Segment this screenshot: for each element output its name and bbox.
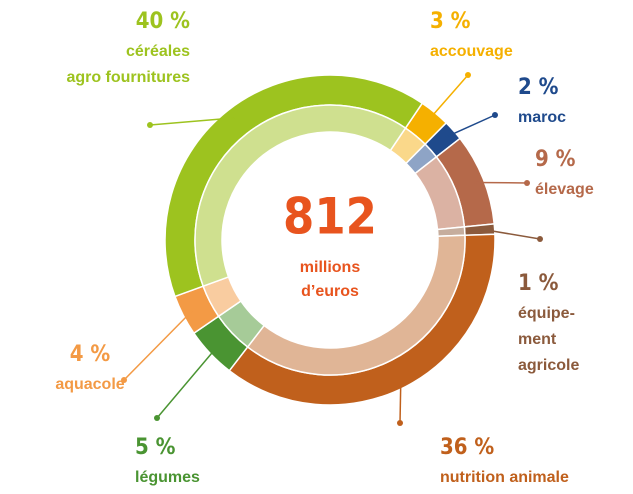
center-text: d’euros — [301, 283, 359, 300]
category-label: nutrition animale — [440, 469, 569, 486]
leader-dot — [524, 180, 530, 186]
leader-dot — [147, 122, 153, 128]
leader-line — [123, 310, 193, 381]
value-label: 36 % — [440, 435, 494, 460]
category-label: équipe- — [518, 305, 575, 322]
leader-line — [156, 346, 218, 419]
donut-inner-segment — [194, 104, 407, 288]
value-label: 1 % — [518, 271, 559, 296]
center-value: 812 — [283, 188, 377, 246]
value-label: 5 % — [135, 435, 176, 460]
category-label: aquacole — [55, 376, 124, 393]
leader-line — [399, 377, 402, 424]
leader-line — [473, 181, 528, 184]
leader-dot — [154, 415, 160, 421]
leader-line — [427, 74, 469, 121]
category-label: maroc — [518, 109, 566, 126]
value-label: 9 % — [535, 147, 576, 172]
value-label: 3 % — [430, 9, 471, 34]
category-label: agricole — [518, 357, 579, 374]
leader-line — [445, 114, 496, 138]
leader-dot — [465, 72, 471, 78]
leader-line — [149, 117, 235, 126]
value-label: 2 % — [518, 75, 559, 100]
value-label: 4 % — [70, 342, 111, 367]
category-label: accouvage — [430, 43, 513, 60]
leader-dot — [537, 236, 543, 242]
category-label: légumes — [135, 469, 200, 486]
leader-dot — [121, 377, 127, 383]
value-label: 40 % — [136, 9, 190, 34]
leader-line — [484, 228, 541, 240]
category-label: agro fournitures — [66, 69, 190, 86]
category-label: céréales — [126, 43, 190, 60]
center-text: millions — [300, 259, 361, 276]
leader-dot — [492, 112, 498, 118]
category-label: élevage — [535, 181, 594, 198]
leader-dot — [397, 420, 403, 426]
category-label: ment — [518, 331, 557, 348]
